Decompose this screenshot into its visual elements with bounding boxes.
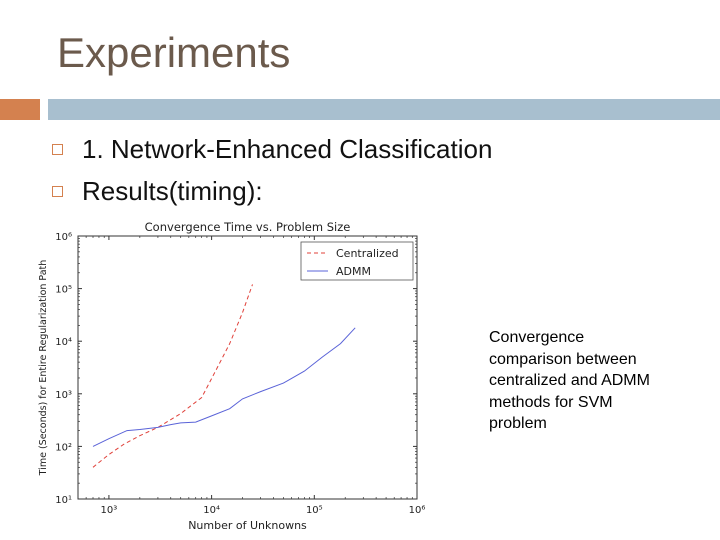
y-tick-label: 10³ <box>55 390 72 401</box>
y-tick-label: 10¹ <box>55 495 72 506</box>
x-tick-label: 10⁶ <box>409 505 426 516</box>
bullet-text: 1. Network-Enhanced Classification <box>82 134 493 164</box>
legend-box <box>300 241 414 281</box>
x-tick-label: 10⁵ <box>306 505 323 516</box>
x-tick-label: 10³ <box>101 505 118 516</box>
caption-line: Convergence <box>489 329 585 346</box>
y-tick-label: 10⁴ <box>55 337 72 348</box>
chart-title: Convergence Time vs. Problem Size <box>145 220 351 234</box>
caption-line: comparison between <box>489 350 637 368</box>
x-tick-label: 10⁴ <box>203 505 220 516</box>
accent-bar-orange <box>0 99 40 120</box>
legend-label: ADMM <box>336 265 371 278</box>
accent-bar-blue <box>48 99 720 120</box>
bullet-item: Results(timing): <box>52 176 263 207</box>
bullet-square-icon <box>52 186 63 197</box>
series-line-admm <box>92 327 356 447</box>
bullet-square-icon <box>52 144 63 155</box>
series-line-centralized <box>92 284 253 468</box>
bullet-text: Results(timing): <box>82 176 263 206</box>
convergence-chart: Convergence Time vs. Problem Size 10³ 10⁴ 1… <box>38 220 426 532</box>
plot-frame <box>77 235 418 500</box>
caption-line: methods for SVM <box>489 393 613 411</box>
y-tick-label: 10⁵ <box>55 285 72 296</box>
y-tick-label: 10² <box>55 442 72 453</box>
caption-line: centralized and ADMM <box>489 372 650 389</box>
y-tick-label: 10⁶ <box>55 232 72 243</box>
slide-title: Experiments <box>57 29 291 76</box>
y-axis-label: Time (Seconds) for Entire Regularization… <box>38 260 49 477</box>
x-axis-label: Number of Unknowns <box>188 519 307 532</box>
chart-caption: Convergence comparison between centraliz… <box>489 327 689 435</box>
legend-label: Centralized <box>336 247 399 260</box>
caption-line: problem <box>489 415 547 432</box>
bullet-item: 1. Network-Enhanced Classification <box>52 134 492 165</box>
